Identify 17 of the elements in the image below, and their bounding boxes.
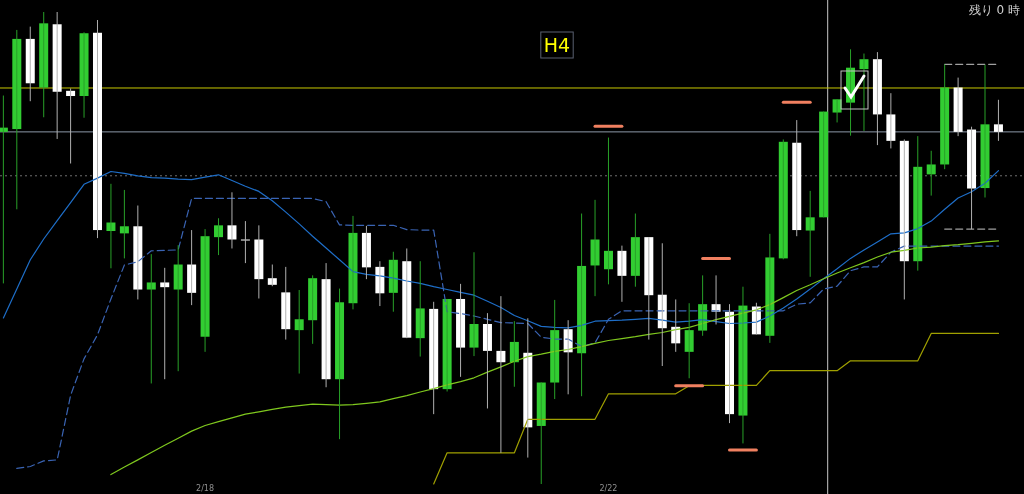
candlestick: [160, 267, 170, 380]
candlestick: [415, 260, 425, 358]
candlestick: [630, 213, 640, 288]
x-tick-label: 2/18: [196, 484, 215, 493]
candlestick: [993, 99, 1003, 142]
x-tick-label: 2/22: [599, 484, 618, 493]
candlestick: [926, 150, 936, 197]
candlestick: [684, 302, 694, 379]
candlestick: [294, 289, 304, 375]
candlestick: [805, 190, 815, 278]
candlestick: [214, 217, 224, 256]
candlestick: [146, 253, 156, 384]
candlestick: [52, 11, 62, 140]
candlestick: [267, 264, 277, 287]
candlestick: [39, 11, 49, 118]
annotation: 残り 0 時: [968, 3, 1020, 17]
annotation: H4: [543, 34, 571, 56]
